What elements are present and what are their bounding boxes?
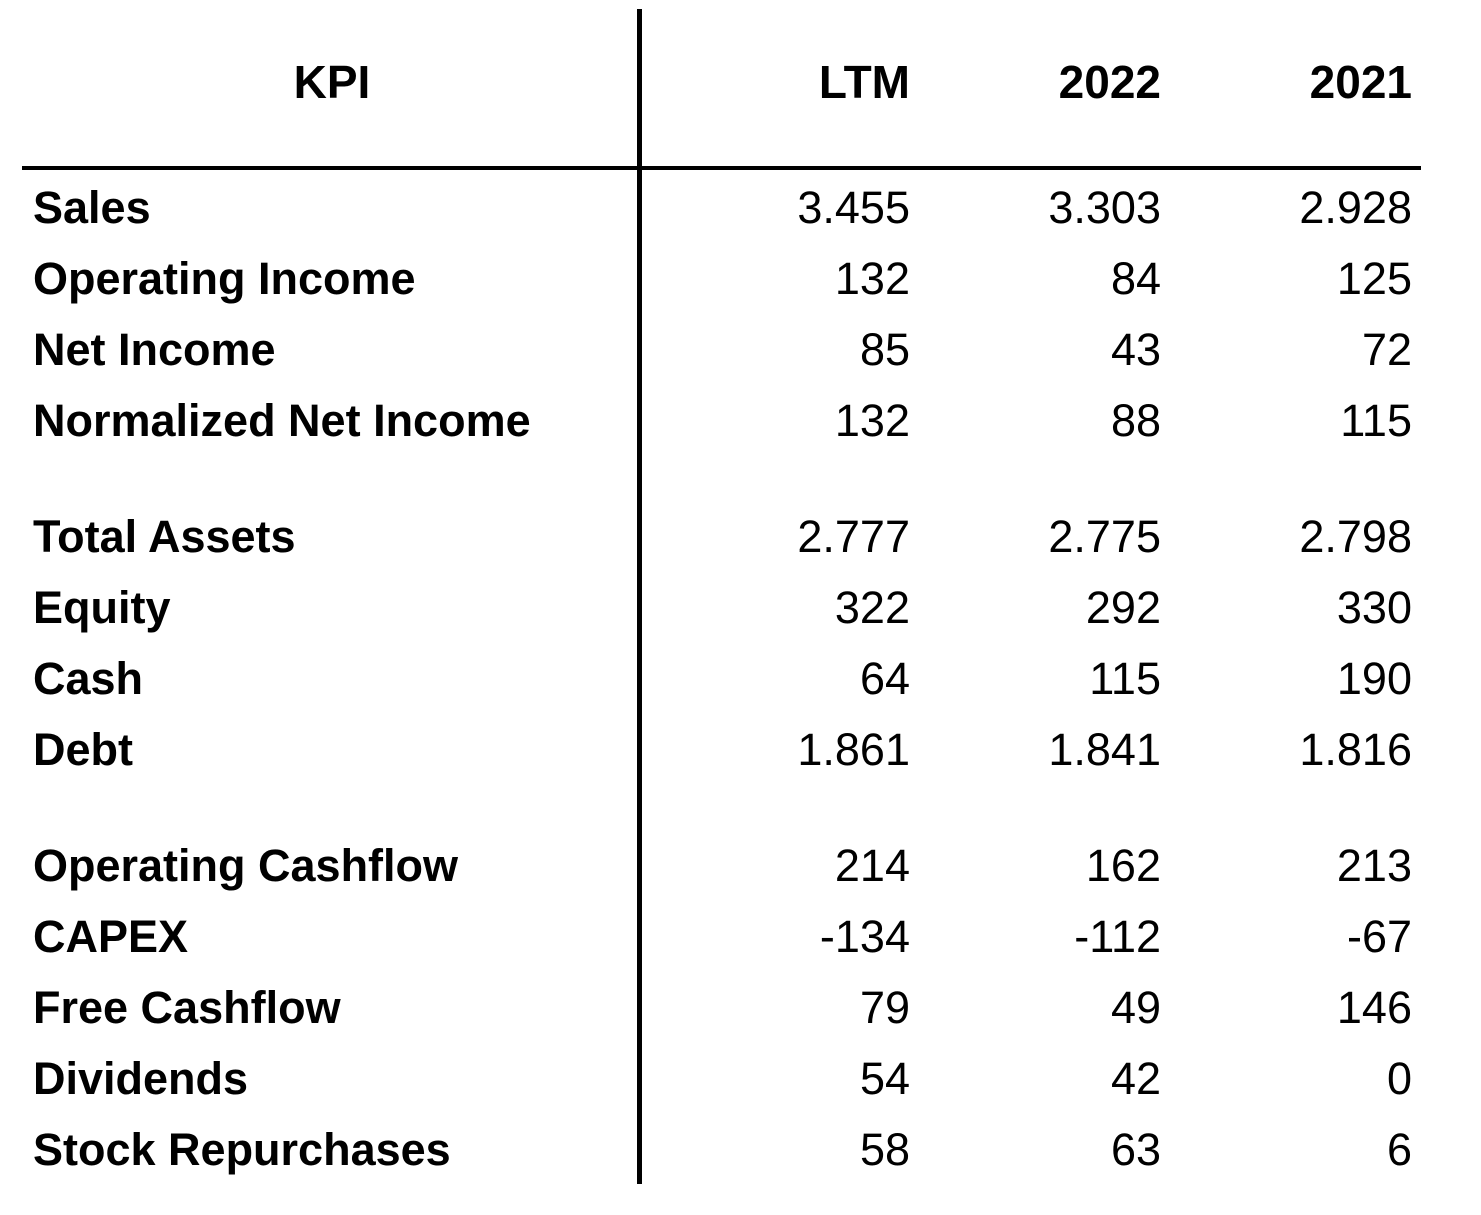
cell-ltm: 64	[859, 653, 910, 704]
cell-2021: 125	[1336, 253, 1412, 304]
table-row: Net Income 85 43 72	[0, 320, 1481, 380]
table-row: Free Cashflow 79 49 146	[0, 978, 1481, 1038]
vertical-divider	[637, 9, 642, 1184]
cell-2021: 115	[1340, 395, 1412, 446]
row-label: Dividends	[33, 1053, 249, 1104]
row-label: Normalized Net Income	[33, 395, 531, 446]
cell-2022: 88	[1110, 395, 1161, 446]
header-kpi: KPI	[293, 56, 371, 108]
cell-ltm: 2.777	[797, 511, 910, 562]
cell-2022: 42	[1110, 1053, 1161, 1104]
row-label: Equity	[33, 582, 171, 633]
cell-ltm: 132	[834, 395, 910, 446]
table-row: Normalized Net Income 132 88 115	[0, 391, 1481, 451]
cell-2021: 213	[1336, 840, 1412, 891]
table-row: Dividends 54 42 0	[0, 1049, 1481, 1109]
row-label: Free Cashflow	[33, 982, 341, 1033]
cell-ltm: 54	[859, 1053, 910, 1104]
cell-ltm: 58	[859, 1124, 910, 1175]
cell-2022: 115	[1089, 653, 1161, 704]
header-2021: 2021	[1309, 56, 1412, 108]
cell-ltm: 1.861	[797, 724, 910, 775]
cell-2022: -112	[1074, 911, 1161, 962]
cell-2021: -67	[1346, 911, 1412, 962]
cell-2021: 6	[1386, 1124, 1412, 1175]
table-row: Debt 1.861 1.841 1.816	[0, 720, 1481, 780]
cell-2022: 84	[1110, 253, 1161, 304]
cell-2021: 72	[1361, 324, 1412, 375]
header-2022: 2022	[1058, 56, 1161, 108]
cell-2021: 146	[1336, 982, 1412, 1033]
table-row: Stock Repurchases 58 63 6	[0, 1120, 1481, 1180]
cell-2022: 292	[1085, 582, 1161, 633]
cell-2021: 0	[1386, 1053, 1412, 1104]
row-label: CAPEX	[33, 911, 189, 962]
cell-ltm: 132	[834, 253, 910, 304]
cell-2022: 3.303	[1048, 182, 1161, 233]
row-label: Total Assets	[33, 511, 296, 562]
cell-ltm: 85	[859, 324, 910, 375]
cell-2022: 63	[1110, 1124, 1161, 1175]
table-row: CAPEX -134 -112 -67	[0, 907, 1481, 967]
cell-ltm: 3.455	[797, 182, 910, 233]
row-label: Stock Repurchases	[33, 1124, 451, 1175]
row-label: Operating Income	[33, 253, 416, 304]
cell-2021: 1.816	[1299, 724, 1412, 775]
cell-2021: 190	[1336, 653, 1412, 704]
cell-2022: 2.775	[1048, 511, 1161, 562]
cell-ltm: 214	[834, 840, 910, 891]
row-label: Cash	[33, 653, 144, 704]
row-label: Sales	[33, 182, 151, 233]
cell-2022: 162	[1085, 840, 1161, 891]
row-label: Net Income	[33, 324, 276, 375]
row-label: Debt	[33, 724, 133, 775]
row-label: Operating Cashflow	[33, 840, 459, 891]
cell-2021: 2.928	[1299, 182, 1412, 233]
cell-2022: 43	[1110, 324, 1161, 375]
cell-ltm: 322	[834, 582, 910, 633]
table-row: Cash 64 115 190	[0, 649, 1481, 709]
table-row: Sales 3.455 3.303 2.928	[0, 178, 1481, 238]
cell-ltm: 79	[859, 982, 910, 1033]
cell-2021: 330	[1336, 582, 1412, 633]
cell-2021: 2.798	[1299, 511, 1412, 562]
table-row: Operating Cashflow 214 162 213	[0, 836, 1481, 896]
cell-2022: 1.841	[1048, 724, 1161, 775]
table-row: Operating Income 132 84 125	[0, 249, 1481, 309]
table-row: Total Assets 2.777 2.775 2.798	[0, 507, 1481, 567]
cell-ltm: -134	[819, 911, 910, 962]
cell-2022: 49	[1110, 982, 1161, 1033]
table-row: Equity 322 292 330	[0, 578, 1481, 638]
header-divider	[22, 166, 1421, 170]
header-ltm: LTM	[818, 56, 910, 108]
